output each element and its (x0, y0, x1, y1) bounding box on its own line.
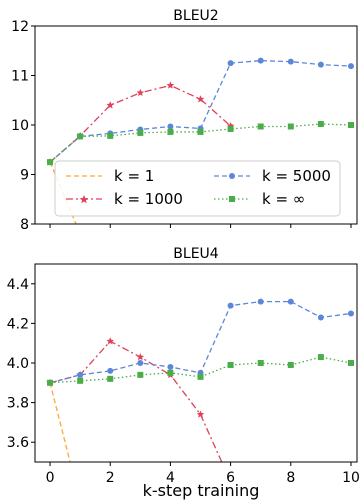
data-point (107, 367, 114, 374)
bleu2-chart: BLEU2 8 9 10 11 12 k = 1 k = 1000 k = 5000 (11, 8, 358, 233)
y-tick-label: 3.8 (7, 396, 29, 412)
data-point (347, 63, 354, 70)
data-point (106, 337, 115, 345)
y-axis-ticks: 3.6 3.8 4.0 4.2 4.4 (7, 277, 35, 451)
data-point (107, 375, 114, 382)
plot-area (46, 298, 354, 462)
series-line (49, 382, 71, 462)
data-point (257, 360, 264, 366)
y-tick-label: 3.6 (7, 435, 29, 451)
data-point (166, 81, 175, 89)
data-point (77, 133, 84, 140)
data-point (317, 314, 324, 321)
data-point (257, 123, 264, 130)
data-point (47, 379, 54, 386)
legend-label: k = 1 (114, 167, 154, 185)
data-point (287, 361, 294, 368)
data-point (137, 371, 144, 378)
x-tick-label: 0 (46, 470, 55, 486)
axes-frame (34, 25, 358, 225)
x-tick-label: 8 (286, 470, 295, 486)
data-point (287, 298, 294, 305)
data-point (287, 123, 294, 130)
legend-label: k = 5000 (262, 167, 331, 185)
y-tick-label: 12 (11, 19, 29, 35)
data-point (167, 123, 174, 130)
data-point (317, 121, 324, 128)
data-point (347, 310, 354, 317)
data-point (167, 369, 174, 376)
data-point (227, 60, 234, 67)
data-point (197, 128, 204, 135)
data-point (136, 353, 145, 361)
data-point (347, 360, 354, 366)
data-point (197, 373, 204, 380)
x-tick-label: 2 (106, 470, 115, 486)
legend-entry-kinf: k = ∞ (214, 190, 305, 208)
data-point (167, 128, 174, 135)
data-point (287, 58, 294, 65)
data-point (257, 57, 264, 64)
legend-box (54, 160, 341, 217)
y-tick-label: 4.2 (7, 316, 29, 332)
y-tick-label: 4.4 (7, 277, 29, 293)
data-point (317, 61, 324, 68)
y-tick-label: 10 (11, 118, 29, 134)
data-point (106, 101, 115, 109)
legend-label: k = 1000 (114, 190, 183, 208)
legend-entry-k1: k = 1 (66, 167, 154, 185)
data-point (196, 410, 205, 418)
data-point (77, 377, 84, 384)
legend-entry-k1000: k = 1000 (66, 190, 183, 208)
series-line (49, 59, 352, 163)
data-point (47, 159, 54, 166)
data-point (257, 298, 264, 305)
x-axis-ticks: 0 2 4 6 8 10 (46, 462, 360, 486)
chart-title: BLEU4 (173, 246, 218, 262)
x-tick-label: 10 (342, 470, 360, 486)
data-point (137, 129, 144, 136)
chart-title: BLEU2 (173, 8, 218, 24)
legend: k = 1 k = 1000 k = 5000 k = ∞ (54, 160, 341, 217)
data-point (347, 122, 354, 128)
data-point (137, 360, 144, 366)
data-point (136, 88, 145, 97)
y-tick-label: 8 (20, 217, 29, 233)
data-point (317, 354, 324, 361)
legend-entry-k5000: k = 5000 (214, 167, 331, 185)
x-tick-label: 4 (166, 470, 175, 486)
y-axis-ticks: 8 9 10 11 12 (11, 19, 35, 233)
data-point (227, 302, 234, 309)
y-tick-label: 11 (11, 69, 29, 85)
data-point (227, 125, 234, 132)
data-point (77, 371, 84, 378)
legend-label: k = ∞ (262, 190, 305, 208)
x-tick-label: 6 (226, 470, 235, 486)
axes-frame (34, 263, 358, 463)
x-axis-ticks (49, 224, 352, 228)
series-line (49, 84, 232, 163)
y-tick-label: 9 (20, 168, 29, 184)
data-point (227, 361, 234, 368)
data-point (167, 363, 174, 370)
bleu4-chart: BLEU4 3.6 3.8 4.0 4.2 4.4 0 2 4 6 8 10 k-step tra… (7, 246, 360, 500)
data-point (107, 132, 114, 139)
x-axis-label: k-step training (143, 481, 260, 500)
data-point (196, 95, 205, 103)
y-tick-label: 4.0 (7, 356, 29, 372)
